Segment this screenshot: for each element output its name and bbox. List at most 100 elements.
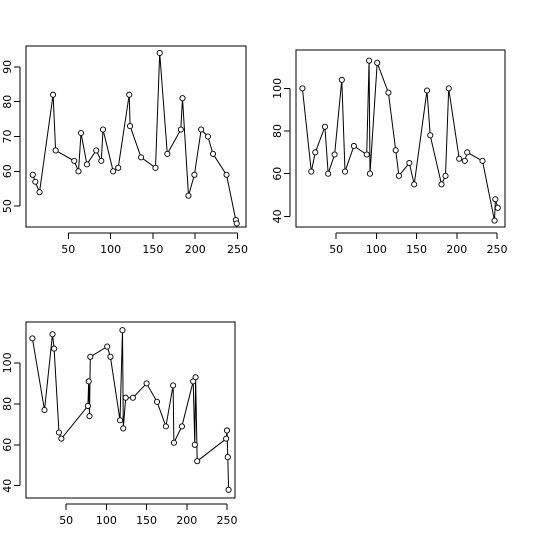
data-point [177, 126, 184, 133]
data-point [117, 417, 124, 424]
data-point [120, 425, 127, 432]
x-tick-label: 100 [100, 243, 121, 256]
data-point [456, 155, 463, 162]
data-point [84, 402, 91, 409]
data-point [392, 147, 399, 154]
data-point [338, 76, 345, 83]
data-point [191, 441, 198, 448]
data-point [115, 164, 122, 171]
data-point [411, 181, 418, 188]
data-point [179, 95, 186, 102]
data-point [350, 142, 357, 150]
data-point [127, 123, 134, 130]
x-tick-label: 200 [446, 243, 467, 256]
x-tick-label: 200 [176, 514, 197, 527]
data-point [36, 189, 43, 196]
data-point [99, 126, 107, 133]
data-point [50, 91, 57, 98]
data-point [170, 439, 177, 446]
data-point [479, 157, 486, 164]
data-point [86, 413, 93, 420]
y-tick-label: 60 [1, 438, 14, 452]
data-point [406, 159, 413, 167]
data-point [87, 353, 94, 360]
data-point [192, 374, 199, 381]
data-point [110, 168, 117, 175]
data-point [308, 168, 315, 175]
data-point [492, 196, 499, 203]
data-point [83, 161, 90, 168]
data-point [445, 85, 452, 92]
y-tick-label: 100 [1, 352, 14, 373]
data-point [152, 164, 159, 171]
y-tick-label: 90 [1, 60, 14, 74]
data-point [58, 435, 65, 442]
data-point [55, 429, 63, 436]
data-point [29, 171, 36, 178]
data-point [461, 157, 468, 164]
data-point [209, 150, 217, 157]
data-point [366, 57, 373, 64]
y-tick-label: 60 [1, 164, 14, 178]
y-tick-label: 60 [271, 167, 284, 181]
data-point [107, 353, 114, 360]
data-point [156, 49, 163, 57]
data-point [491, 217, 498, 224]
data-point [52, 147, 59, 154]
x-tick-label: 250 [227, 243, 248, 256]
x-tick-label: 200 [185, 243, 206, 256]
data-point [98, 157, 105, 164]
data-point [224, 454, 231, 461]
data-point [223, 435, 230, 442]
data-point [225, 486, 232, 493]
data-point [223, 427, 231, 434]
y-tick-label: 100 [271, 78, 284, 99]
y-tick-label: 80 [1, 397, 14, 411]
plot-box [295, 49, 506, 228]
data-point [185, 192, 192, 199]
data-point [204, 133, 211, 140]
data-point [170, 382, 177, 389]
x-tick-label: 50 [59, 514, 73, 527]
y-tick-label: 80 [1, 95, 14, 109]
x-tick-label: 100 [366, 243, 387, 256]
data-point [385, 89, 392, 96]
data-point [494, 204, 501, 211]
data-point [321, 123, 328, 130]
data-point [104, 343, 111, 350]
data-point [438, 181, 445, 188]
x-tick-label: 150 [406, 243, 427, 256]
data-point [71, 157, 78, 164]
data-point [153, 398, 161, 405]
data-point [138, 154, 145, 161]
x-tick-label: 250 [216, 514, 237, 527]
data-point [363, 151, 370, 158]
data-point [374, 59, 381, 66]
data-point [312, 149, 319, 156]
data-point [85, 378, 92, 385]
data-point [126, 91, 133, 98]
x-tick-label: 50 [61, 243, 75, 256]
series-line [31, 330, 230, 490]
plot-box [25, 321, 236, 499]
data-point [75, 168, 82, 175]
data-point [464, 149, 471, 156]
y-tick-label: 80 [271, 124, 284, 138]
x-tick-label: 150 [136, 514, 157, 527]
data-point [143, 380, 150, 387]
data-point [122, 394, 129, 401]
data-point [299, 85, 306, 92]
data-point [427, 132, 434, 139]
y-tick-label: 40 [271, 209, 284, 223]
data-point [119, 327, 126, 334]
data-point [162, 423, 169, 430]
data-point [442, 172, 449, 179]
data-point [423, 87, 431, 94]
data-point [129, 394, 136, 401]
data-point [49, 331, 56, 338]
chart-panel-3: 50 100 150 200 250 40 60 80 100 [1, 321, 237, 527]
data-point [395, 172, 402, 179]
data-point [41, 406, 48, 414]
x-tick-label: 100 [96, 514, 117, 527]
